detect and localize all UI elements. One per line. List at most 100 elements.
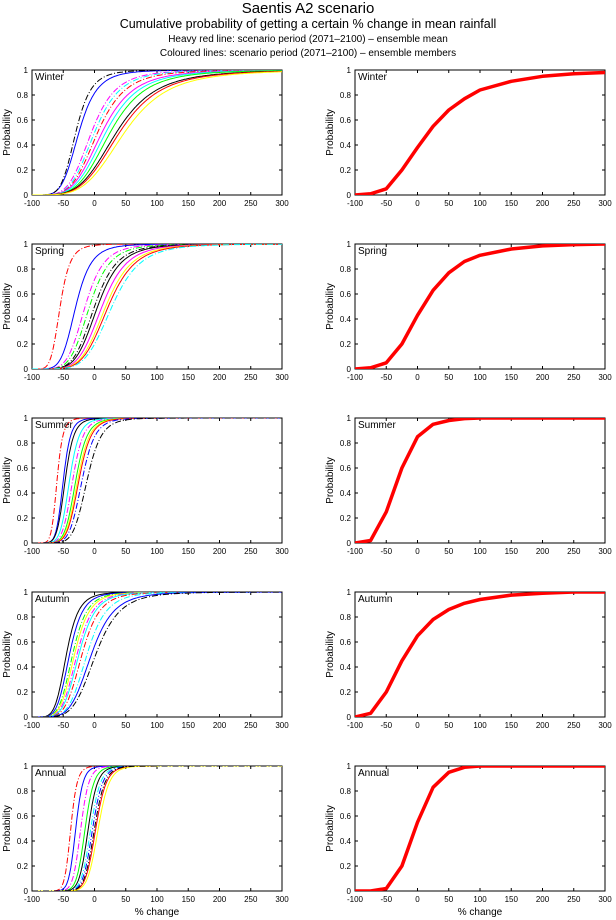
y-axis-label: Probability xyxy=(325,457,336,504)
series-group xyxy=(355,70,605,195)
y-tick-label: 0 xyxy=(24,713,29,722)
ensemble-mean-line xyxy=(355,592,605,717)
y-tick-label: 0.6 xyxy=(340,290,352,299)
y-axis-label: Probability xyxy=(2,631,13,678)
x-tick-label: -50 xyxy=(380,373,392,382)
y-tick-label: 0.2 xyxy=(17,166,29,175)
ensemble-member-line-8 xyxy=(32,592,282,717)
x-tick-label: 0 xyxy=(415,199,420,208)
y-tick-label: 0 xyxy=(24,191,29,200)
x-tick-label: 0 xyxy=(92,199,97,208)
x-tick-label: 100 xyxy=(150,547,164,556)
x-tick-label: 250 xyxy=(567,199,581,208)
y-tick-label: 0.2 xyxy=(17,514,29,523)
series-group xyxy=(32,418,282,543)
y-tick-label: 0.8 xyxy=(17,91,29,100)
y-tick-label: 0.6 xyxy=(340,116,352,125)
x-tick-label: 150 xyxy=(182,721,196,730)
ensemble-mean-line xyxy=(355,766,605,891)
plot-frame xyxy=(354,591,606,718)
ensemble-member-line-2 xyxy=(32,244,282,369)
x-tick-label: 250 xyxy=(244,895,258,904)
y-tick-label: 0 xyxy=(347,191,352,200)
y-tick-label: 0.6 xyxy=(17,290,29,299)
y-tick-label: 0.2 xyxy=(17,688,29,697)
y-tick-label: 0.4 xyxy=(340,837,352,846)
y-tick-label: 0.4 xyxy=(340,315,352,324)
x-tick-label: -100 xyxy=(24,721,41,730)
ensemble-mean-panel-winter: -100 -50 0 50 100 150 200 250 300 0 0.2 0.4 0.6 0.8 1 P… xyxy=(325,66,612,208)
ensemble-member-line-3 xyxy=(32,418,282,543)
ensemble-members-panel-winter: -100 -50 0 50 100 150 200 250 300 0 0.2 0.4 0.6 0.8 1 P… xyxy=(2,66,289,208)
x-tick-label: 0 xyxy=(415,721,420,730)
ensemble-mean-panel-spring: -100 -50 0 50 100 150 200 250 300 0 0.2 0.4 0.6 0.8 1 P… xyxy=(325,240,612,382)
x-tick-label: -50 xyxy=(380,547,392,556)
x-tick-label: -100 xyxy=(347,373,364,382)
ensemble-member-line-10 xyxy=(32,70,282,195)
y-tick-label: 1 xyxy=(24,240,29,249)
y-tick-label: 0.4 xyxy=(17,141,29,150)
x-tick-label: 300 xyxy=(275,199,289,208)
ensemble-member-line-4 xyxy=(32,418,282,543)
x-tick-label: 100 xyxy=(473,373,487,382)
ensemble-members-panel-spring: -100 -50 0 50 100 150 200 250 300 0 0.2 0.4 0.6 0.8 1 P… xyxy=(2,240,289,382)
x-tick-label: 50 xyxy=(444,373,453,382)
x-tick-label: 0 xyxy=(92,895,97,904)
y-tick-label: 0.8 xyxy=(17,439,29,448)
x-tick-label: 200 xyxy=(536,721,550,730)
y-tick-label: 0 xyxy=(347,713,352,722)
x-tick-label: 100 xyxy=(150,199,164,208)
ensemble-member-line-10 xyxy=(32,766,282,891)
x-tick-label: -50 xyxy=(57,373,69,382)
series-group xyxy=(355,244,605,369)
y-tick-label: 0.8 xyxy=(340,613,352,622)
ensemble-member-line-2 xyxy=(32,418,282,543)
x-tick-label: -100 xyxy=(24,547,41,556)
y-tick-label: 1 xyxy=(347,588,352,597)
plot-frame xyxy=(354,417,606,544)
ensemble-members-panel-autumn: -100 -50 0 50 100 150 200 250 300 0 0.2 0.4 0.6 0.8 1 P… xyxy=(2,588,289,730)
y-tick-label: 0.8 xyxy=(340,439,352,448)
x-tick-label: -100 xyxy=(347,895,364,904)
series-group xyxy=(355,592,605,717)
x-tick-label: 50 xyxy=(444,547,453,556)
season-label: Winter xyxy=(35,72,65,83)
ensemble-members-panel-annual: -100 -50 0 50 100 150 200 250 300 0 0.2 0.4 0.6 0.8 1 P… xyxy=(2,762,289,918)
x-tick-label: 200 xyxy=(213,895,227,904)
y-axis-label: Probability xyxy=(2,457,13,504)
x-tick-label: -50 xyxy=(380,199,392,208)
x-tick-label: 300 xyxy=(275,721,289,730)
y-axis-label: Probability xyxy=(325,805,336,852)
ensemble-member-line-5 xyxy=(32,70,282,195)
x-tick-label: -50 xyxy=(380,895,392,904)
x-tick-label: 150 xyxy=(182,547,196,556)
x-tick-label: 0 xyxy=(92,721,97,730)
x-tick-label: 0 xyxy=(92,373,97,382)
y-tick-label: 0.2 xyxy=(340,688,352,697)
x-tick-label: 200 xyxy=(536,547,550,556)
plot-frame xyxy=(31,417,283,544)
y-tick-label: 0.6 xyxy=(340,812,352,821)
ensemble-mean-panel-autumn: -100 -50 0 50 100 150 200 250 300 0 0.2 0.4 0.6 0.8 1 P… xyxy=(325,588,612,730)
x-tick-label: 0 xyxy=(92,547,97,556)
y-tick-label: 0.2 xyxy=(340,340,352,349)
y-tick-label: 0 xyxy=(24,539,29,548)
y-tick-label: 0 xyxy=(347,539,352,548)
ensemble-member-line-8 xyxy=(32,70,282,195)
x-tick-label: 100 xyxy=(150,373,164,382)
x-tick-label: 300 xyxy=(598,895,612,904)
series-group xyxy=(32,244,282,369)
y-tick-label: 0.4 xyxy=(340,663,352,672)
y-tick-label: 1 xyxy=(24,762,29,771)
x-tick-label: 200 xyxy=(213,547,227,556)
x-tick-label: 250 xyxy=(567,721,581,730)
x-tick-label: 300 xyxy=(598,199,612,208)
y-tick-label: 0.6 xyxy=(340,464,352,473)
x-tick-label: -100 xyxy=(24,373,41,382)
x-tick-label: 250 xyxy=(244,373,258,382)
x-tick-label: 200 xyxy=(213,373,227,382)
y-tick-label: 0.4 xyxy=(340,489,352,498)
x-tick-label: 50 xyxy=(444,721,453,730)
x-tick-label: 100 xyxy=(473,199,487,208)
